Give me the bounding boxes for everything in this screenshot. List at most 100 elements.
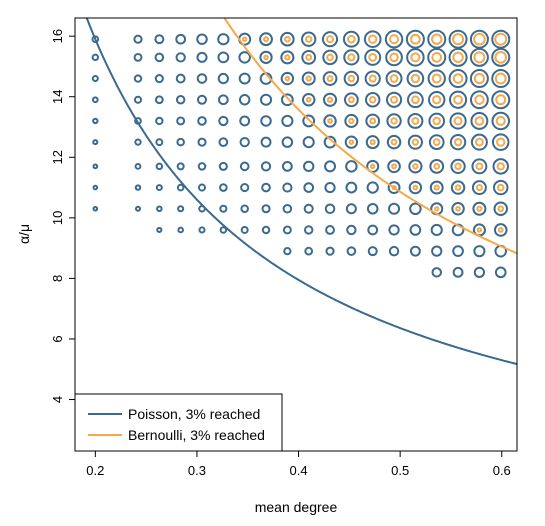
poisson-marker xyxy=(156,205,163,213)
poisson-marker xyxy=(427,69,446,88)
poisson-marker xyxy=(304,246,314,256)
poisson-marker xyxy=(92,163,99,170)
poisson-marker xyxy=(154,34,165,45)
poisson-marker xyxy=(346,246,357,256)
poisson-marker xyxy=(323,135,337,149)
poisson-marker xyxy=(386,134,402,150)
poisson-marker xyxy=(155,138,164,147)
poisson-marker xyxy=(427,91,446,109)
bernoulli-marker xyxy=(431,73,442,84)
poisson-marker xyxy=(491,111,511,131)
poisson-marker xyxy=(281,160,293,172)
poisson-marker xyxy=(197,183,207,192)
plot-frame xyxy=(74,17,518,452)
poisson-marker xyxy=(260,161,272,172)
poisson-marker xyxy=(217,72,229,85)
bernoulli-marker xyxy=(368,74,377,83)
poisson-marker xyxy=(197,162,207,171)
poisson-marker xyxy=(175,52,186,63)
bernoulli-marker xyxy=(284,54,291,61)
poisson-marker xyxy=(301,71,316,86)
poisson-marker xyxy=(493,223,508,237)
x-axis-title: mean degree xyxy=(255,499,338,515)
bernoulli-marker xyxy=(326,53,334,62)
poisson-marker xyxy=(450,158,466,175)
poisson-marker xyxy=(322,92,338,107)
bernoulli-marker xyxy=(369,139,376,146)
poisson-marker xyxy=(449,112,467,130)
poisson-marker xyxy=(154,95,164,105)
bernoulli-marker xyxy=(326,75,334,83)
poisson-marker xyxy=(280,31,295,47)
poisson-marker xyxy=(471,158,488,175)
bernoulli-marker xyxy=(453,138,463,147)
poisson-marker xyxy=(408,180,423,195)
poisson-marker xyxy=(387,181,401,194)
poisson-marker xyxy=(177,226,184,234)
y-tick-label: 12 xyxy=(50,150,65,164)
poisson-marker xyxy=(344,113,359,128)
bernoulli-marker xyxy=(496,162,505,171)
poisson-marker xyxy=(238,51,251,64)
poisson-marker xyxy=(345,203,357,215)
poisson-marker xyxy=(302,136,315,149)
poisson-marker xyxy=(364,48,382,66)
poisson-marker xyxy=(219,226,228,234)
bernoulli-marker xyxy=(347,53,356,62)
poisson-marker xyxy=(388,224,400,236)
bernoulli-marker xyxy=(412,184,419,191)
poisson-marker xyxy=(406,69,425,88)
bernoulli-marker xyxy=(475,137,484,147)
poisson-marker xyxy=(260,115,272,127)
bernoulli-marker xyxy=(496,137,506,147)
bernoulli-marker xyxy=(410,73,421,84)
poisson-curve xyxy=(85,18,517,366)
bernoulli-marker xyxy=(452,33,465,46)
poisson-marker xyxy=(303,160,315,173)
bernoulli-marker xyxy=(347,34,356,44)
poisson-marker xyxy=(133,74,143,83)
poisson-marker xyxy=(325,246,335,256)
poisson-marker xyxy=(259,93,273,106)
bernoulli-marker xyxy=(370,163,376,170)
poisson-marker xyxy=(282,203,293,214)
poisson-marker xyxy=(472,201,487,216)
poisson-marker xyxy=(218,161,228,171)
poisson-marker xyxy=(385,48,403,67)
legend-label-poisson: Poisson, 3% reached xyxy=(128,406,260,422)
bernoulli-marker xyxy=(474,116,485,126)
poisson-marker xyxy=(470,112,489,130)
poisson-marker xyxy=(197,137,207,147)
markers xyxy=(91,29,511,279)
poisson-marker xyxy=(218,115,229,127)
bernoulli-marker xyxy=(368,52,378,62)
poisson-marker xyxy=(91,75,99,83)
poisson-marker xyxy=(344,135,359,149)
poisson-marker xyxy=(324,160,337,173)
bernoulli-marker xyxy=(494,72,507,85)
poisson-marker xyxy=(217,51,230,64)
poisson-marker xyxy=(259,32,273,47)
poisson-marker xyxy=(91,53,100,62)
bernoulli-marker xyxy=(496,183,505,192)
bernoulli-marker xyxy=(389,34,400,45)
bernoulli-marker xyxy=(495,115,506,127)
bernoulli-marker xyxy=(391,163,398,170)
poisson-marker xyxy=(386,113,402,129)
bernoulli-marker xyxy=(411,95,420,105)
poisson-marker xyxy=(282,225,292,235)
bernoulli-marker xyxy=(305,75,312,82)
poisson-marker xyxy=(409,224,422,236)
poisson-marker xyxy=(134,184,142,191)
poisson-marker xyxy=(448,47,468,67)
bernoulli-marker xyxy=(390,95,399,104)
poisson-marker xyxy=(92,139,99,146)
poisson-marker xyxy=(469,90,489,110)
legend-box xyxy=(74,393,283,452)
y-tick-label: 10 xyxy=(50,211,65,225)
poisson-marker xyxy=(345,160,358,173)
bernoulli-marker xyxy=(263,54,269,61)
poisson-marker xyxy=(303,182,315,193)
poisson-marker xyxy=(239,115,251,127)
poisson-marker xyxy=(260,136,272,148)
